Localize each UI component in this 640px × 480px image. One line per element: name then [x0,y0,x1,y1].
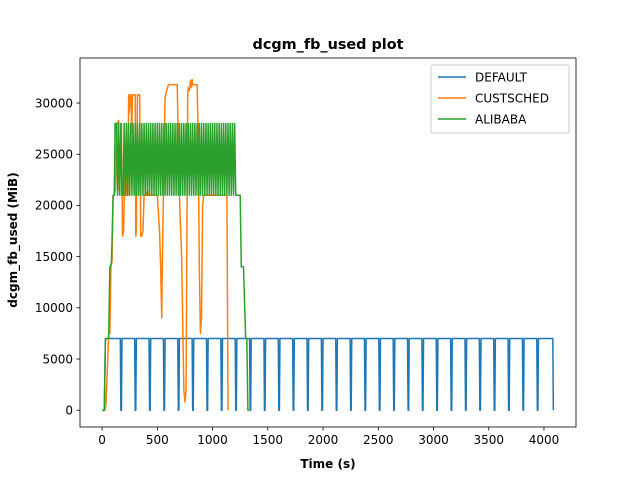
x-tick-label: 3500 [473,433,504,447]
y-tick-label: 20000 [35,199,73,213]
y-tick-label: 30000 [35,96,73,110]
series-layer [102,78,555,411]
series-line-default [102,337,555,411]
legend-label-default: DEFAULT [475,70,528,84]
y-tick-label: 15000 [35,250,73,264]
legend-label-alibaba: ALIBABA [475,112,527,126]
legend-box [430,64,570,134]
y-tick-label: 10000 [35,301,73,315]
x-tick-label: 1500 [253,433,284,447]
plot-area [79,57,577,428]
x-tick-label: 2000 [308,433,339,447]
y-axis: 0 5000 10000 15000 20000 25000 30000 [35,96,80,418]
plot-frame [79,57,577,428]
x-tick-label: 1000 [197,433,228,447]
y-axis-label: dcgm_fb_used (MiB) [6,172,21,307]
x-tick-label: 4000 [529,433,560,447]
x-tick-label: 500 [146,433,169,447]
x-tick-label: 2500 [363,433,394,447]
x-tick-label: 3000 [418,433,449,447]
x-axis-label: Time (s) [300,457,355,471]
series-line-alibaba [102,122,250,411]
legend-label-custsched: CUSTSCHED [475,91,549,105]
y-tick-label: 0 [65,404,73,418]
x-axis: 0 500 1000 1500 2000 2500 3000 3500 4000 [98,427,559,447]
x-tick-label: 0 [98,433,106,447]
legend: DEFAULT CUSTSCHED ALIBABA [430,64,570,134]
chart-title: dcgm_fb_used plot [253,37,404,53]
y-tick-label: 25000 [35,148,73,162]
y-tick-label: 5000 [42,352,73,366]
